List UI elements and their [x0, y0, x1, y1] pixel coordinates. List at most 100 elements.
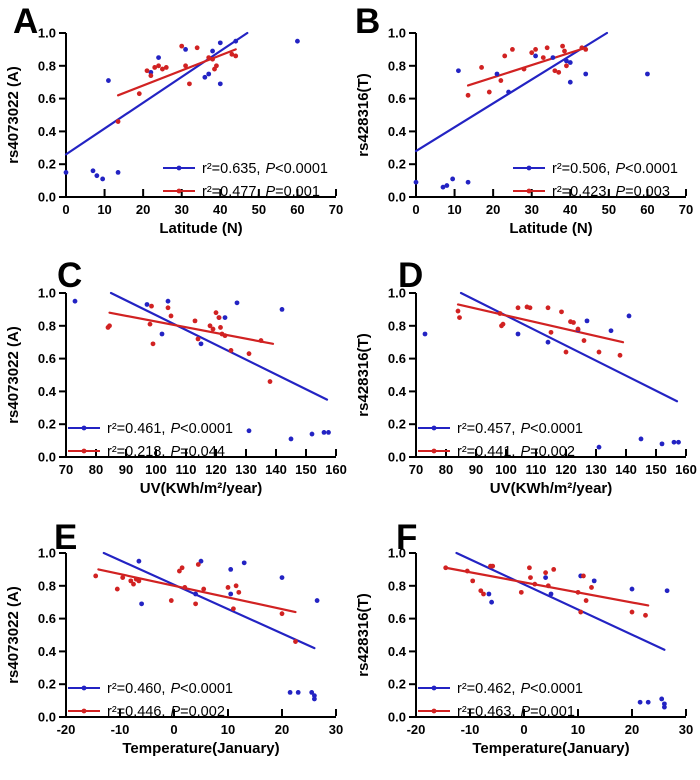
data-point-red	[163, 65, 169, 70]
legend-entry-blue: r²=0.506, P<0.0001	[513, 161, 678, 177]
data-point-red	[228, 348, 234, 353]
data-point-blue	[664, 588, 670, 594]
scatter-plot-a: 0.0 0.2 0.4 0.6 0.8 1.0 0 10 20 30 40 50 60 70 Latitud…	[5, 26, 343, 238]
legend: r²=0.457, P<0.0001 r²=0.441, P=0.002	[418, 421, 583, 460]
legend-label: r²=0.441, P=0.002	[457, 444, 575, 460]
data-point-red	[120, 575, 126, 580]
panel-d: 0.0 0.2 0.4 0.6 0.8 1.0 70 80 90 100 110 120 130 140 1…	[350, 258, 700, 520]
x-tick-label: 60	[290, 202, 304, 217]
x-tick-label: 0	[62, 202, 69, 217]
x-tick-label: 0	[170, 722, 177, 737]
data-point-red	[479, 65, 484, 70]
data-point-red	[545, 583, 551, 589]
data-point-blue	[241, 560, 247, 566]
data-point-red	[225, 585, 231, 590]
data-point-blue	[413, 179, 419, 185]
data-point-blue	[659, 441, 665, 447]
x-axis-title: Temperature(January)	[472, 740, 629, 757]
x-tick-label: 70	[59, 462, 73, 477]
data-point-red	[128, 578, 134, 584]
data-point-red	[500, 321, 506, 327]
x-tick-label: 140	[615, 462, 637, 477]
data-point-red	[114, 586, 120, 592]
data-point-blue	[321, 430, 327, 435]
data-point-blue	[233, 38, 239, 44]
y-tick-label: 0.0	[388, 450, 406, 465]
data-point-red	[559, 309, 564, 315]
legend: r²=0.461, P<0.0001 r²=0.218, P=0.044	[68, 421, 233, 460]
panel-letter-b: B	[355, 2, 381, 41]
y-tick-label: 1.0	[38, 286, 56, 301]
data-point-blue	[63, 170, 69, 175]
x-tick-label: 90	[469, 462, 483, 477]
data-point-blue	[533, 53, 538, 59]
data-point-red	[562, 48, 567, 54]
data-point-blue	[193, 591, 199, 597]
data-point-red	[521, 66, 527, 72]
panel-a: 0.0 0.2 0.4 0.6 0.8 1.0 0 10 20 30 40 50 60 70 Latitud…	[0, 0, 350, 260]
data-point-blue	[450, 176, 456, 182]
data-point-red	[210, 326, 216, 332]
y-tick-label: 0.0	[388, 190, 406, 205]
data-point-blue	[456, 68, 461, 74]
data-point-red	[168, 598, 174, 603]
data-point-blue	[295, 690, 301, 695]
data-point-red	[207, 323, 213, 329]
x-tick-label: 100	[145, 462, 167, 477]
data-point-red	[136, 578, 142, 584]
x-tick-label: 120	[555, 462, 577, 477]
legend-marker-blue	[431, 425, 437, 431]
y-tick-label: 0.2	[388, 677, 406, 692]
x-tick-label: 10	[221, 722, 235, 737]
data-point-red	[160, 66, 165, 72]
legend-label: r²=0.635, P<0.0001	[202, 161, 328, 177]
panel-letter-f: F	[396, 518, 418, 557]
data-point-red	[563, 349, 569, 355]
data-point-blue	[596, 444, 602, 450]
data-point-blue	[591, 578, 597, 584]
regression-line-red	[108, 311, 275, 345]
data-point-red	[222, 333, 228, 339]
data-point-red	[544, 45, 550, 51]
regression-line-blue	[109, 291, 329, 401]
data-point-blue	[548, 591, 554, 597]
data-point-blue	[100, 176, 106, 182]
x-tick-label: 30	[679, 722, 693, 737]
data-point-blue	[217, 40, 223, 46]
data-point-blue	[279, 307, 285, 312]
data-point-red	[233, 583, 239, 589]
legend-entry-blue: r²=0.460, P<0.0001	[68, 681, 233, 697]
y-tick-label: 0.0	[38, 710, 56, 725]
data-point-red	[177, 568, 182, 574]
data-point-red	[583, 598, 589, 603]
data-point-blue	[228, 567, 234, 572]
data-point-red	[498, 78, 504, 83]
x-tick-label: 110	[176, 462, 197, 477]
data-point-red	[131, 581, 136, 587]
data-point-blue	[550, 55, 556, 60]
x-axis-title: Latitude (N)	[509, 220, 592, 237]
data-point-blue	[139, 601, 145, 607]
data-point-red	[518, 589, 524, 595]
data-point-red	[258, 338, 264, 343]
data-point-red	[236, 589, 242, 595]
legend-marker-red	[81, 708, 87, 714]
data-point-blue	[567, 60, 573, 65]
legend-label: r²=0.506, P<0.0001	[552, 161, 678, 177]
legend: r²=0.635, P<0.0001 r²=0.477, P=0.001	[163, 161, 328, 200]
data-point-blue	[159, 331, 165, 337]
data-point-blue	[645, 699, 651, 705]
data-point-red	[548, 329, 554, 335]
scatter-plot-f: 0.0 0.2 0.4 0.6 0.8 1.0 -20 -10 0 10 20 30 Temperatu…	[355, 546, 693, 758]
legend-entry-red: r²=0.423, P=0.003	[513, 184, 670, 200]
data-point-blue	[637, 699, 643, 705]
x-tick-label: 60	[640, 202, 654, 217]
panel-letter-c: C	[57, 256, 83, 295]
legend-marker-blue	[431, 685, 437, 691]
data-point-red	[497, 311, 503, 316]
data-point-red	[532, 581, 538, 587]
legend-entry-red: r²=0.441, P=0.002	[418, 444, 575, 460]
data-point-red	[179, 565, 185, 571]
data-point-blue	[165, 298, 171, 304]
legend-marker-red	[81, 448, 87, 454]
